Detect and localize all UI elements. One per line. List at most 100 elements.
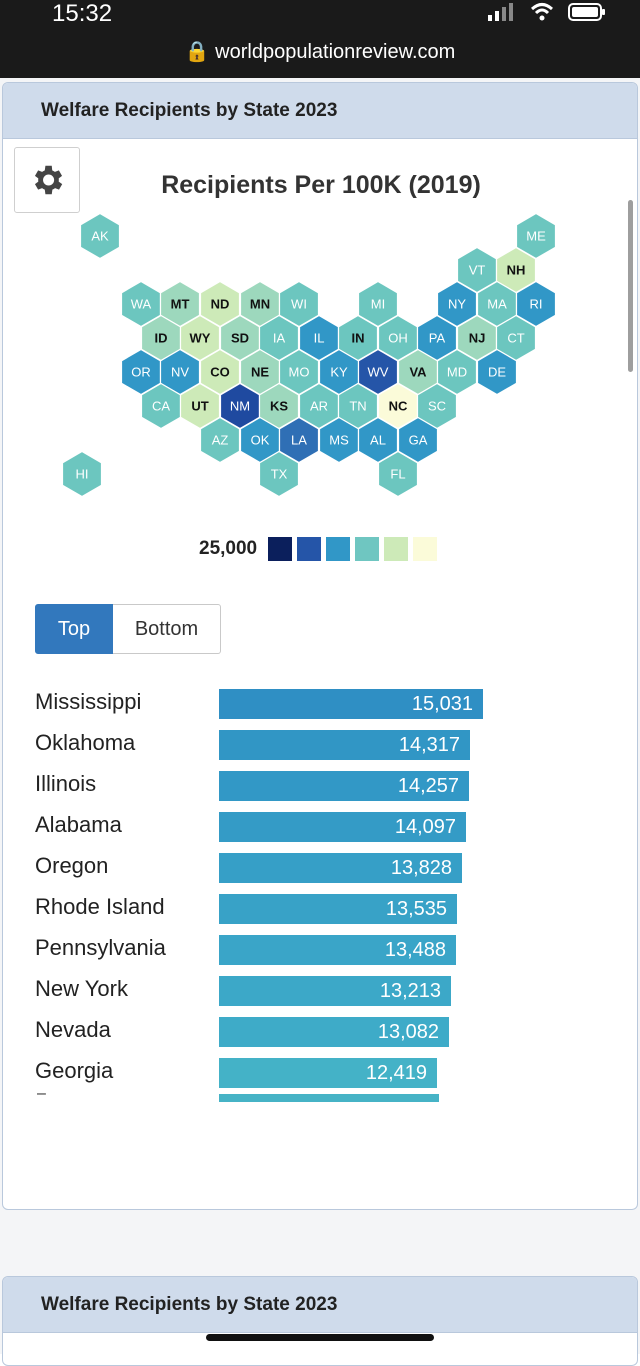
state-hex-shape (61, 450, 103, 498)
scrollbar[interactable] (628, 200, 633, 372)
state-hex-label: MT (171, 297, 190, 312)
bottom-button[interactable]: Bottom (113, 604, 221, 654)
ranking-row: Illinois 14,257 (3, 769, 637, 810)
row-state-name: Oklahoma (35, 730, 136, 755)
state-hex-label: NM (230, 399, 250, 414)
state-hex-shape (199, 416, 241, 464)
row-state-name: Mississippi (35, 689, 142, 714)
state-hex-wv[interactable]: WV (357, 348, 399, 396)
row-state-name: Rhode Island (35, 894, 165, 919)
state-hex-label: DE (488, 365, 506, 380)
state-hex-ks[interactable]: KS (258, 382, 300, 430)
state-hex-label: ID (155, 331, 168, 346)
state-hex-map: AK ME VT NH WA MT ND MN WI MI NY MA RI ID WY SD IA IL IN OH… (61, 212, 557, 498)
state-hex-label: GA (409, 433, 428, 448)
top-bottom-toggle: Top Bottom (35, 604, 221, 654)
row-value: 14,097 (394, 816, 456, 838)
state-hex-shape (377, 450, 419, 498)
ranking-row: Oregon 13,828 (3, 851, 637, 892)
state-hex-label: UT (191, 399, 208, 414)
state-hex-tn[interactable]: TN (337, 382, 379, 430)
partial-bar (219, 1094, 439, 1102)
state-hex-wa[interactable]: WA (120, 280, 162, 328)
state-hex-label: WI (291, 297, 307, 312)
state-hex-co[interactable]: CO (199, 348, 241, 396)
ranking-row: Oklahoma 14,317 (3, 728, 637, 769)
state-hex-label: WY (190, 331, 211, 346)
signal-icon (488, 3, 513, 21)
home-indicator[interactable] (206, 1334, 434, 1341)
row-bar: 13,213 (219, 976, 451, 1006)
ranking-row: Mississippi 15,031 (3, 687, 637, 728)
state-hex-az[interactable]: AZ (199, 416, 241, 464)
url-bar[interactable]: 🔒 worldpopulationreview.com (0, 34, 640, 78)
ranking-row: New York 13,213 (3, 974, 637, 1015)
legend-swatch (413, 537, 438, 561)
state-hex-label: AZ (212, 433, 229, 448)
wifi-icon (530, 3, 554, 21)
ranking-row: Nevada 13,082 (3, 1015, 637, 1056)
row-state-name: Oregon (35, 853, 109, 878)
row-bar: 13,535 (219, 894, 457, 924)
state-hex-shape (476, 348, 518, 396)
status-time: 15:32 (52, 0, 113, 27)
state-hex-shape (79, 212, 121, 260)
row-value: 14,257 (397, 775, 459, 797)
state-hex-label: OK (251, 433, 270, 448)
state-hex-label: TX (271, 467, 288, 482)
state-hex-fl[interactable]: FL (377, 450, 419, 498)
state-hex-mo[interactable]: MO (278, 348, 320, 396)
state-hex-pa[interactable]: PA (416, 314, 458, 362)
settings-button[interactable] (14, 147, 80, 213)
ranking-row: Rhode Island 13,535 (3, 892, 637, 933)
battery-icon (568, 3, 605, 21)
trailing-dash: – (37, 1085, 46, 1102)
state-hex-label: NH (507, 263, 526, 278)
state-hex-label: IN (352, 331, 365, 346)
state-hex-label: WA (131, 297, 152, 312)
state-hex-shape (258, 450, 300, 498)
state-hex-mn[interactable]: MN (239, 280, 281, 328)
state-hex-label: CA (152, 399, 170, 414)
state-hex-label: NY (448, 297, 466, 312)
state-hex-label: SC (428, 399, 446, 414)
card-header: Welfare Recipients by State 2023 (3, 83, 637, 139)
state-hex-ri[interactable]: RI (515, 280, 557, 328)
row-state-name: Illinois (35, 771, 97, 796)
state-hex-label: NE (251, 365, 269, 380)
lock-icon: 🔒 (184, 41, 210, 63)
state-hex-label: LA (291, 433, 307, 448)
state-hex-label: MA (487, 297, 507, 312)
state-hex-label: MI (371, 297, 385, 312)
row-state-name: Georgia (35, 1058, 114, 1083)
legend-swatch (326, 537, 351, 561)
top-button[interactable]: Top (35, 604, 113, 654)
state-hex-label: VA (409, 365, 427, 380)
state-hex-label: TN (349, 399, 366, 414)
state-hex-label: IA (273, 331, 286, 346)
state-hex-ia[interactable]: IA (258, 314, 300, 362)
row-bar: 15,031 (219, 689, 483, 719)
row-bar: 14,097 (219, 812, 466, 842)
state-hex-label: ND (211, 297, 230, 312)
legend-swatch (297, 537, 322, 561)
state-hex-or[interactable]: OR (120, 348, 162, 396)
row-state-name: Pennsylvania (35, 935, 166, 960)
state-hex-label: KS (270, 399, 288, 414)
row-state-name: New York (35, 976, 128, 1001)
row-bar: 14,317 (219, 730, 470, 760)
state-hex-de[interactable]: DE (476, 348, 518, 396)
state-hex-hi[interactable]: HI (61, 450, 103, 498)
state-hex-label: AK (91, 229, 109, 244)
state-hex-tx[interactable]: TX (258, 450, 300, 498)
state-hex-label: WV (368, 365, 389, 380)
row-value: 15,031 (411, 693, 473, 715)
state-hex-ms[interactable]: MS (318, 416, 360, 464)
row-value: 14,317 (398, 734, 460, 756)
state-hex-ak[interactable]: AK (79, 212, 121, 260)
state-hex-ga[interactable]: GA (397, 416, 439, 464)
state-hex-label: AL (370, 433, 386, 448)
state-hex-wi[interactable]: WI (278, 280, 320, 328)
state-hex-label: SD (231, 331, 249, 346)
state-hex-nh[interactable]: NH (495, 246, 537, 294)
